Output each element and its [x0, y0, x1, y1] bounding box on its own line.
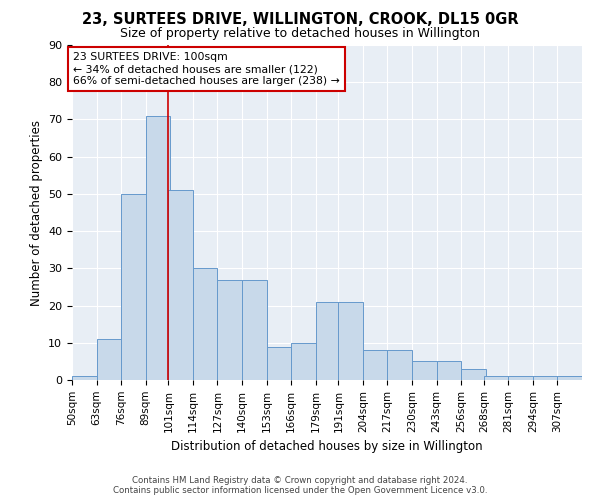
Bar — [557, 376, 582, 380]
Bar — [121, 194, 146, 380]
Text: Contains HM Land Registry data © Crown copyright and database right 2024.
Contai: Contains HM Land Registry data © Crown c… — [113, 476, 487, 495]
Bar — [72, 376, 97, 380]
Bar — [484, 376, 508, 380]
Bar — [412, 362, 437, 380]
Y-axis label: Number of detached properties: Number of detached properties — [29, 120, 43, 306]
Bar — [461, 369, 485, 380]
X-axis label: Distribution of detached houses by size in Willington: Distribution of detached houses by size … — [171, 440, 483, 453]
Bar — [169, 190, 193, 380]
Bar — [217, 280, 242, 380]
Bar — [437, 362, 461, 380]
Bar — [266, 346, 291, 380]
Bar — [363, 350, 388, 380]
Bar — [388, 350, 412, 380]
Text: 23, SURTEES DRIVE, WILLINGTON, CROOK, DL15 0GR: 23, SURTEES DRIVE, WILLINGTON, CROOK, DL… — [82, 12, 518, 28]
Bar — [533, 376, 557, 380]
Bar — [338, 302, 363, 380]
Bar — [193, 268, 217, 380]
Text: Size of property relative to detached houses in Willington: Size of property relative to detached ho… — [120, 28, 480, 40]
Bar — [508, 376, 533, 380]
Bar — [316, 302, 340, 380]
Bar — [146, 116, 170, 380]
Bar — [242, 280, 266, 380]
Bar — [97, 339, 121, 380]
Bar — [291, 343, 316, 380]
Text: 23 SURTEES DRIVE: 100sqm
← 34% of detached houses are smaller (122)
66% of semi-: 23 SURTEES DRIVE: 100sqm ← 34% of detach… — [73, 52, 340, 86]
